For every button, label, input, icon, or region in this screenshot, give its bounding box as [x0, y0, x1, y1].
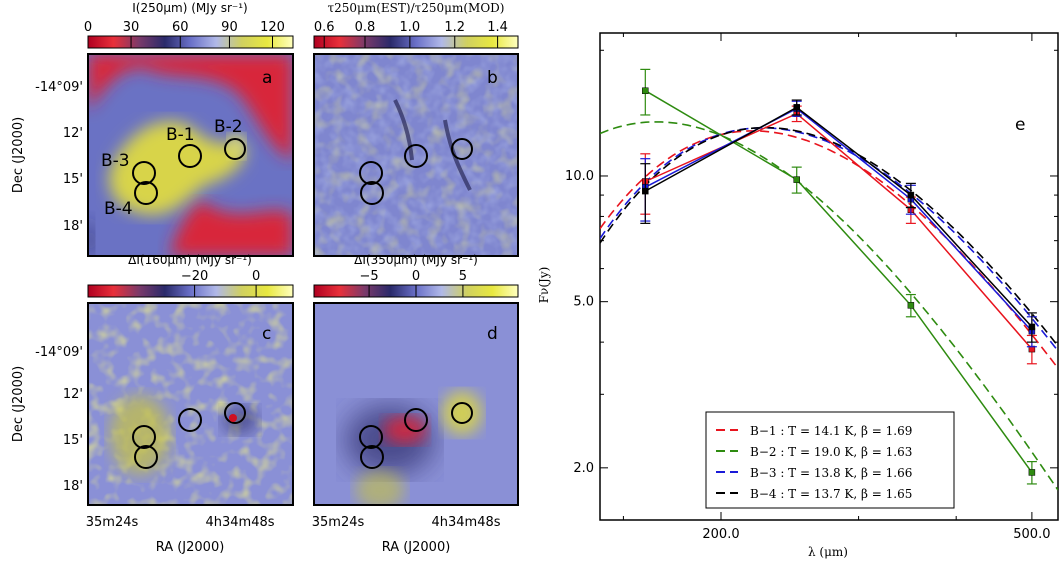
source-circle-b2: [224, 138, 246, 160]
source-label-b4: B-4: [104, 199, 133, 219]
colorbar-tick-label: 0: [412, 269, 420, 284]
source-circle-b3: [132, 161, 156, 185]
colorbar-tick-label: 1.0: [400, 20, 421, 35]
source-circles-c: [132, 402, 246, 469]
colorbar-tick-label: 30: [123, 20, 140, 35]
sed-legend-box: [705, 411, 955, 509]
sed-axis-ticks: 200.0 500.0 2.0 5.0 10.0: [565, 33, 1058, 542]
colorbar-ticks-b: 0.6 0.8 1.0 1.2 1.4: [314, 20, 508, 48]
source-circle-b1: [178, 144, 202, 168]
legend-entry: B−4 : T = 13.7 K, β = 1.65: [750, 487, 912, 501]
map-ytick-a-0: -14°09': [35, 80, 83, 95]
source-circle-b4: [134, 181, 158, 205]
colorbar-c: [87, 284, 294, 298]
colorbar-tick-label: −20: [181, 269, 208, 284]
colorbar-tick-label: 1.2: [444, 20, 465, 35]
map-ylabel-bottom: Dec (J2000): [11, 366, 26, 442]
colorbar-tick-label: 90: [221, 20, 238, 35]
colorbar-a: [87, 35, 294, 49]
sed-fit-curve: [600, 130, 1058, 369]
map-ytick-c-0: -14°09': [35, 345, 83, 360]
sed-ylabel: Fν(Jy): [537, 267, 551, 304]
map-xtick-c-0: 35m24s: [86, 515, 139, 530]
source-circles-d: [359, 402, 473, 469]
colorbar-tick-label: 0: [84, 20, 92, 35]
map-panel-b: τ250μm(EST)/τ250μm(MOD) 0.6 0.8 1.0 1.2 1.4 …: [313, 1, 519, 257]
sed-data-point: [1028, 469, 1036, 476]
colorbar-ticks-c: −20 0: [181, 269, 260, 297]
source-circles-b: [359, 138, 473, 205]
sed-data-point: [1028, 323, 1036, 331]
map-panel-a: I(250μm) (MJy sr⁻¹) 0 30 60 90 120 a B-1 B-2…: [84, 1, 294, 257]
source-circles-a: [132, 138, 246, 205]
colorbar-tick-label: 1.4: [487, 20, 508, 35]
map-ytick-c-1: 12': [63, 387, 83, 402]
map-ytick-a-2: 15': [63, 172, 83, 187]
sed-fit-curves: [600, 121, 1058, 491]
sed-data-point: [793, 104, 800, 111]
panel-letter-a: a: [262, 68, 272, 88]
source-label-b3: B-3: [101, 151, 130, 171]
sed-plot-e: 200.0 500.0 2.0 5.0 10.0 e λ (μm) Fν(Jy) B−1…: [537, 32, 1059, 559]
panel-letter-d: d: [487, 324, 498, 344]
map-xtick-d-0: 35m24s: [312, 515, 365, 530]
legend-entry: B−2 : T = 19.0 K, β = 1.63: [750, 445, 912, 459]
colorbar-tick-label: −5: [359, 269, 378, 284]
panel-letter-b: b: [487, 68, 498, 88]
sed-data-point: [793, 176, 800, 183]
map-xlabel-d: RA (J2000): [382, 540, 451, 555]
colorbar-ticks-a: 0 30 60 90 120: [84, 20, 285, 48]
sed-ytick-label: 5.0: [573, 295, 594, 310]
sed-data-series: [640, 68, 1037, 485]
map-xlabel-c: RA (J2000): [156, 540, 225, 555]
colorbar-title-b: τ250μm(EST)/τ250μm(MOD): [328, 1, 505, 15]
sed-series-line: [644, 90, 1033, 473]
colorbar-tick-label: 0.8: [355, 20, 376, 35]
sed-data-point: [907, 302, 915, 309]
colorbar-ticks-d: −5 0 5: [359, 269, 467, 297]
legend-entry: B−1 : T = 14.1 K, β = 1.69: [750, 424, 912, 438]
legend-entry: B−3 : T = 13.8 K, β = 1.66: [750, 466, 912, 480]
colorbar-title-d: ΔI(350μm) (MJy sr⁻¹): [354, 253, 478, 267]
sed-series-line: [644, 107, 1033, 332]
sed-ytick-label: 2.0: [573, 461, 594, 476]
sed-fit-curve: [600, 126, 1058, 347]
panel-letter-e: e: [1015, 115, 1025, 135]
map-panel-c: ΔI(160μm) (MJy sr⁻¹) −20 0 c: [87, 253, 294, 506]
colorbar-tick-label: 120: [260, 20, 285, 35]
map-panel-d: ΔI(350μm) (MJy sr⁻¹) −5 0 5 d: [313, 253, 519, 506]
sed-data-point: [642, 87, 649, 94]
colorbar-tick-label: 0.6: [314, 20, 335, 35]
colorbar-tick-label: 5: [459, 269, 467, 284]
map-ytick-c-2: 15': [63, 433, 83, 448]
map-ylabel-top: Dec (J2000): [11, 117, 26, 193]
colorbar-title-c: ΔI(160μm) (MJy sr⁻¹): [128, 253, 252, 267]
map-ytick-a-3: 18': [63, 219, 83, 234]
sed-xtick-label: 200.0: [702, 527, 739, 542]
sed-fit-curve: [600, 121, 1058, 491]
colorbar-b: [313, 35, 519, 49]
colorbar-tick-label: 0: [252, 269, 260, 284]
map-ytick-a-1: 12': [63, 126, 83, 141]
map-xtick-c-1: 4h34m48s: [205, 515, 274, 530]
sed-series-line: [644, 106, 1033, 328]
panel-letter-c: c: [262, 324, 271, 344]
sed-legend: B−1 : T = 14.1 K, β = 1.69 B−2 : T = 19.0…: [705, 411, 955, 509]
sed-xtick-label: 500.0: [1013, 527, 1050, 542]
sed-ytick-label: 10.0: [565, 169, 594, 184]
sed-data-point: [907, 191, 915, 199]
sed-data-point: [642, 187, 649, 195]
source-label-b1: B-1: [166, 125, 195, 145]
colorbar-title-a: I(250μm) (MJy sr⁻¹): [132, 1, 247, 15]
map-xtick-d-1: 4h34m48s: [431, 515, 500, 530]
sed-xlabel: λ (μm): [808, 545, 848, 559]
colorbar-tick-label: 60: [172, 20, 189, 35]
map-ytick-c-3: 18': [63, 479, 83, 494]
source-label-b2: B-2: [214, 117, 243, 137]
sed-fit-curve: [600, 126, 1058, 352]
